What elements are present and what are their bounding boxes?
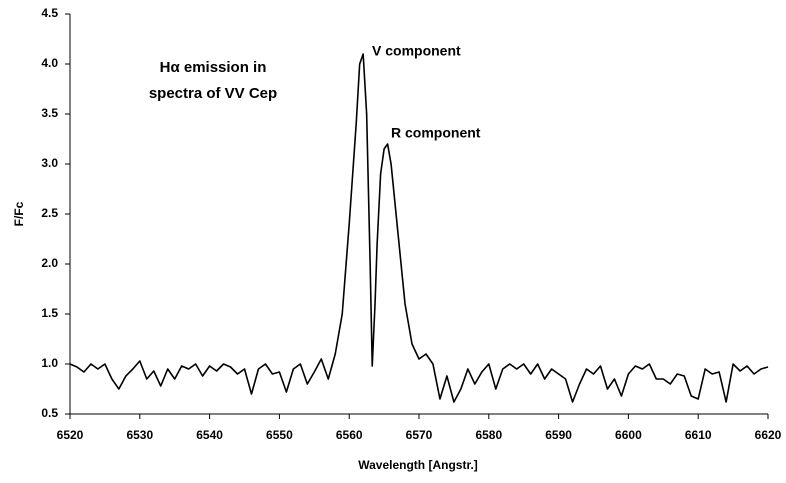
x-tick-label: 6520 bbox=[57, 428, 84, 442]
y-tick-label: 3.0 bbox=[41, 156, 58, 170]
x-tick-label: 6600 bbox=[615, 428, 642, 442]
x-tick-label: 6610 bbox=[685, 428, 712, 442]
y-tick-label: 4.0 bbox=[41, 56, 58, 70]
x-tick-label: 6530 bbox=[126, 428, 153, 442]
y-tick-label: 1.5 bbox=[41, 306, 58, 320]
y-tick-label: 2.5 bbox=[41, 206, 58, 220]
x-tick-label: 6570 bbox=[406, 428, 433, 442]
x-axis-label: Wavelength [Angstr.] bbox=[358, 458, 478, 472]
x-tick-label: 6540 bbox=[196, 428, 223, 442]
y-tick-label: 0.5 bbox=[41, 406, 58, 420]
x-tick-label: 6550 bbox=[266, 428, 293, 442]
y-axis-label: F/Fc bbox=[12, 201, 26, 226]
x-tick-label: 6560 bbox=[336, 428, 363, 442]
y-tick-label: 1.0 bbox=[41, 356, 58, 370]
annotation: V component bbox=[372, 43, 461, 59]
y-tick-label: 4.5 bbox=[41, 6, 58, 20]
x-tick-label: 6620 bbox=[755, 428, 782, 442]
annotation: Hα emission in bbox=[160, 59, 267, 76]
y-tick-label: 3.5 bbox=[41, 106, 58, 120]
annotation: R component bbox=[391, 125, 481, 141]
spectrum-line bbox=[69, 53, 769, 403]
x-tick-label: 6580 bbox=[475, 428, 502, 442]
annotation: spectra of VV Cep bbox=[149, 85, 277, 102]
y-tick-label: 2.0 bbox=[41, 256, 58, 270]
x-tick-label: 6590 bbox=[545, 428, 572, 442]
